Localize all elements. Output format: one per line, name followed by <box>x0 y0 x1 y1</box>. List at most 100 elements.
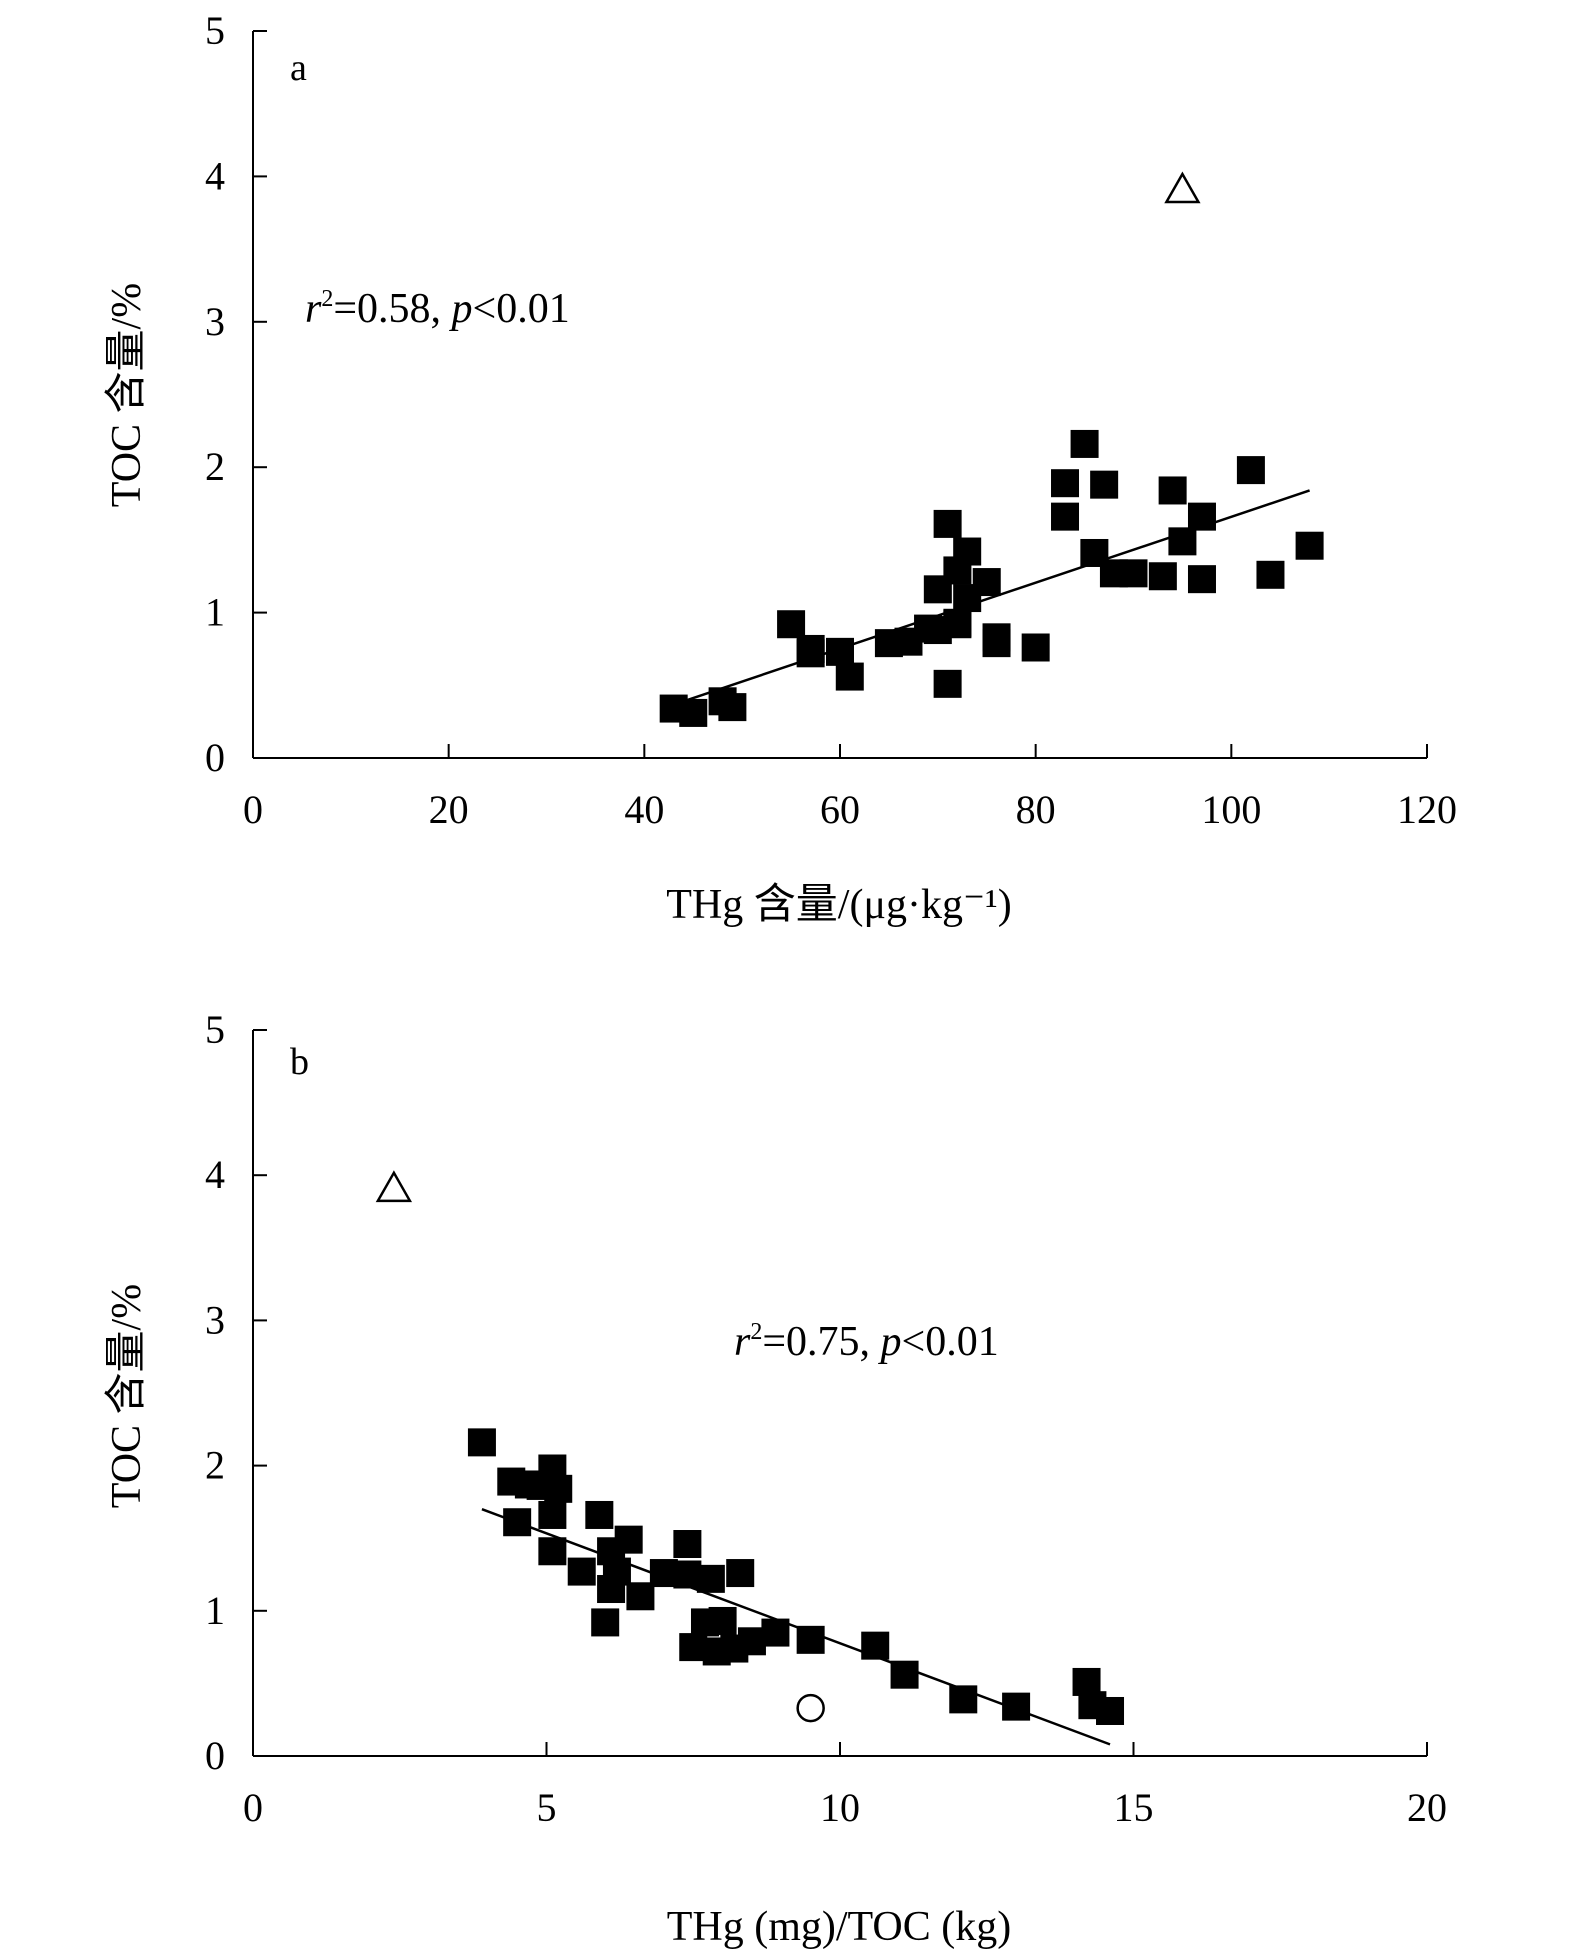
panel-a-x-tick-label: 60 <box>820 787 860 832</box>
panel-a-x-tick-label: 0 <box>243 787 263 832</box>
panel-a-r-sup: 2 <box>321 286 333 312</box>
panel-b-x-tick-label: 0 <box>243 1785 263 1830</box>
panel-a-point-square <box>1119 559 1148 588</box>
panel-a-y-tick-label: 3 <box>205 299 225 344</box>
panel-a-point-square <box>982 629 1011 658</box>
panel-a-stat-annotation: r2=0.58, p<0.01 <box>305 286 570 332</box>
panel-a-x-tick-label: 80 <box>1016 787 1056 832</box>
panel-a-x-tick-label: 120 <box>1397 787 1457 832</box>
panel-b-point-square <box>591 1608 620 1637</box>
panel-b-point-square <box>861 1631 890 1660</box>
panel-a-x-tick-label: 40 <box>624 787 664 832</box>
panel-a-y-tick-label: 0 <box>205 735 225 780</box>
panel-b-point-square <box>626 1582 655 1611</box>
panel-a-r-value: =0.58, <box>333 286 451 332</box>
panel-b-x-tick-label: 5 <box>537 1785 557 1830</box>
panel-a-x-tick-label: 100 <box>1201 787 1261 832</box>
panel-b-stat-annotation: r2=0.75, p<0.01 <box>734 1319 999 1365</box>
panel-a-point-square <box>1168 527 1197 556</box>
panel-a-point-square <box>835 662 864 691</box>
panel-a-point-square <box>826 637 854 666</box>
panel-b-point-square <box>673 1560 702 1589</box>
panel-a-x-axis-title: THg 含量/(μg·kg⁻¹) <box>666 882 1011 928</box>
panel-b-point-square <box>567 1557 596 1586</box>
panel-a-point-square <box>953 537 982 566</box>
panel-a-y-axis-title: TOC 含量/% <box>104 283 150 507</box>
panel-a-r-symbol: r <box>305 286 322 332</box>
panel-b-point-square <box>761 1618 790 1647</box>
panel-b-point-square <box>679 1633 708 1662</box>
panel-b-y-tick-label: 1 <box>205 1588 225 1633</box>
panel-b-label: b <box>290 1041 309 1083</box>
panel-a-label: a <box>290 47 307 89</box>
panel-b-point-square <box>796 1625 825 1654</box>
panel-b-point-square <box>538 1500 567 1529</box>
panel-b-p-value: <0.01 <box>902 1319 999 1365</box>
panel-b-point-square <box>544 1474 573 1503</box>
panel-b-point-square <box>602 1557 631 1586</box>
panel-a-point-square <box>1070 429 1099 458</box>
panel-b-axes: 0 1 2 3 4 5 0 5 10 15 20 <box>205 1007 1447 1830</box>
panel-b-y-tick-label: 5 <box>205 1007 225 1052</box>
panel-a-point-square <box>1236 456 1265 485</box>
panel-a-point-square <box>1295 531 1324 560</box>
panel-b-point-square <box>949 1685 978 1714</box>
panel-a-p-symbol: p <box>449 286 473 332</box>
panel-b-x-axis-title: THg (mg)/TOC (kg) <box>667 1904 1012 1950</box>
panel-a-point-square <box>796 639 825 668</box>
panel-b-point-square <box>890 1660 919 1689</box>
panel-b-y-axis-title: TOC 含量/% <box>104 1284 150 1508</box>
panel-a-point-square <box>933 509 962 538</box>
panel-b-y-tick-label: 0 <box>205 1733 225 1778</box>
panel-b-y-tick-label: 4 <box>205 1152 225 1197</box>
panel-b-point-square <box>538 1537 567 1566</box>
panel-a-p-value: <0.01 <box>473 286 570 332</box>
panel-b-r-sup: 2 <box>750 1319 762 1345</box>
panel-b-p-symbol: p <box>878 1319 902 1365</box>
panel-b-point-square <box>708 1606 737 1635</box>
panel-a-point-square <box>943 608 972 637</box>
panel-a-point-square <box>933 669 962 698</box>
panel-b-x-tick-label: 15 <box>1114 1785 1154 1830</box>
panel-a-y-tick-label: 1 <box>205 590 225 635</box>
panel-b-x-tick-label: 10 <box>820 1785 860 1830</box>
panel-b-point-square <box>1002 1692 1031 1721</box>
panel-a-point-square <box>679 698 708 727</box>
panel-a-y-tick-label: 2 <box>205 444 225 489</box>
panel-a-point-square <box>1187 502 1216 531</box>
panel-a-y-tick-label: 5 <box>205 8 225 53</box>
panel-b-point-square <box>726 1559 755 1588</box>
panel-b-point-square <box>696 1564 725 1593</box>
panel-b-r-value: =0.75, <box>762 1319 880 1365</box>
panel-a-point-square <box>777 610 806 639</box>
panel-b-y-tick-label: 2 <box>205 1443 225 1488</box>
panel-a-point-square <box>1051 469 1080 498</box>
panel-b-point-square <box>737 1627 766 1656</box>
panel-b-point-square <box>649 1559 678 1588</box>
panel-a-x-tick-label: 20 <box>429 787 469 832</box>
panel-a-points <box>659 171 1324 727</box>
panel-a-point-square <box>1256 560 1285 589</box>
panel-a-point-square <box>718 693 747 722</box>
panel-b-r-symbol: r <box>734 1319 751 1365</box>
panel-a-point-square <box>1187 565 1216 594</box>
panel-b-point-square <box>1096 1696 1125 1725</box>
panel-a-y-tick-label: 4 <box>205 153 225 198</box>
panel-b-point-circle <box>796 1693 825 1723</box>
panel-b-point-square <box>673 1530 702 1559</box>
panel-a-axes: 0 1 2 3 4 5 0 20 40 60 80 100 120 <box>205 8 1457 832</box>
panel-a-point-square <box>1051 502 1080 531</box>
panel-a-point-square <box>1158 476 1187 505</box>
panel-b-point-square <box>467 1428 496 1457</box>
panel-b-y-tick-label: 3 <box>205 1297 225 1342</box>
panel-a-point-square <box>1090 470 1119 499</box>
panel-b-x-tick-label: 20 <box>1407 1785 1447 1830</box>
panel-a-point-square <box>1148 562 1177 591</box>
panel-a-point-triangle <box>1164 171 1201 204</box>
panel-b-point-square <box>614 1525 643 1554</box>
panel-b-point-triangle <box>375 1170 413 1203</box>
panel-a-point-square <box>972 568 1001 597</box>
